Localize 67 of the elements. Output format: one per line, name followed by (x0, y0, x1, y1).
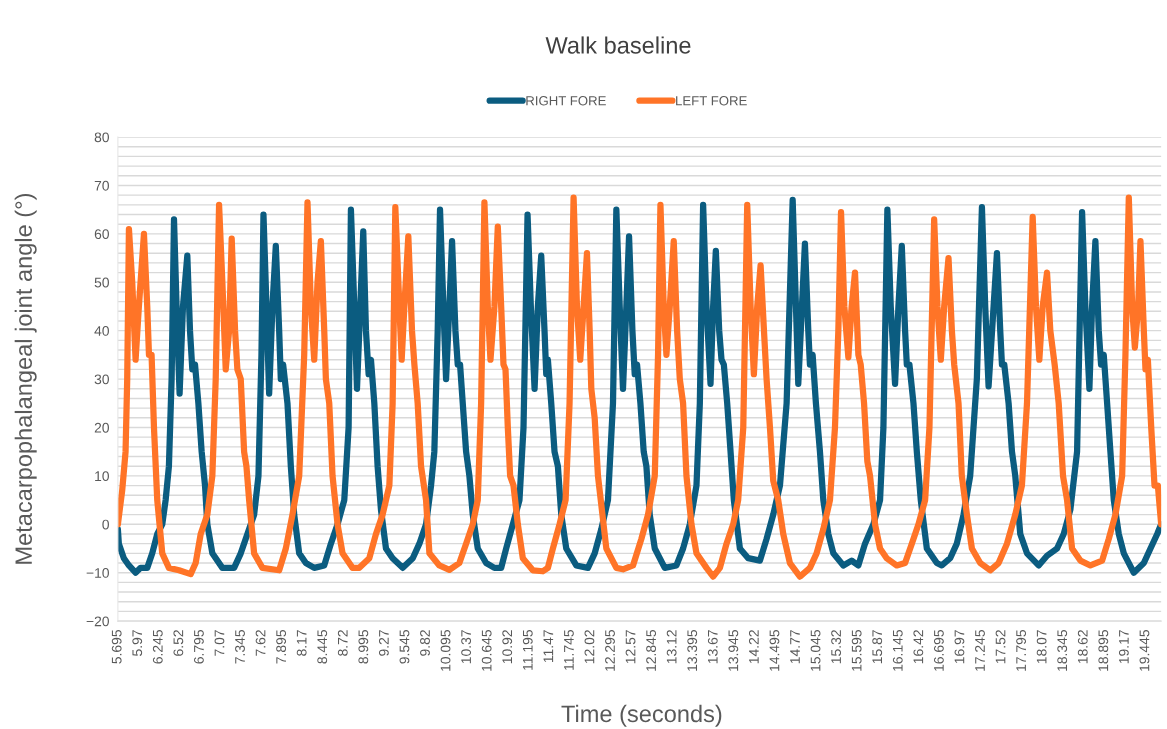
x-tick-label: 8.72 (337, 630, 348, 656)
x-tick-label: 7.07 (214, 630, 225, 656)
x-tick-label: 5.97 (132, 630, 143, 656)
x-tick-label: 12.295 (605, 630, 615, 671)
x-tick-label: 8.445 (317, 630, 328, 664)
legend-label: RIGHT FORE (526, 96, 606, 106)
x-tick-label: 14.495 (769, 630, 780, 671)
x-tick-label: 19.17 (1118, 630, 1129, 664)
x-tick-label: 19.445 (1139, 630, 1150, 671)
x-tick-label: 11.47 (543, 630, 554, 663)
x-tick-label: 13.945 (728, 630, 739, 671)
x-tick-label: 7.345 (235, 630, 245, 664)
x-tick-label: 17.795 (1016, 630, 1027, 671)
x-tick-label: 14.77 (790, 630, 800, 664)
x-tick-label: 6.245 (152, 630, 163, 664)
x-tick-label: 5.695 (111, 630, 122, 664)
chart-title: Walk baseline (545, 36, 691, 54)
y-tick-label: 40 (94, 326, 109, 336)
x-tick-label: 9.27 (378, 630, 389, 656)
x-tick-label: 16.97 (954, 630, 965, 664)
y-tick-label: 50 (94, 277, 109, 288)
x-tick-label: 18.62 (1077, 630, 1088, 664)
x-tick-label: 6.52 (173, 630, 184, 656)
x-tick-label: 13.67 (707, 630, 718, 664)
x-tick-label: 16.42 (913, 630, 924, 664)
x-tick-label: 9.82 (420, 630, 430, 656)
x-tick-label: 17.52 (995, 630, 1006, 664)
x-tick-label: 14.22 (748, 630, 759, 664)
x-tick-label: 12.845 (646, 630, 657, 671)
x-tick-label: 8.995 (358, 630, 369, 664)
x-tick-label: 11.745 (564, 630, 574, 670)
x-tick-label: 7.62 (255, 630, 266, 656)
x-tick-label: 13.12 (666, 630, 677, 664)
x-tick-label: 18.345 (1057, 630, 1068, 671)
y-tick-label: 30 (94, 374, 109, 385)
x-tick-label: 18.895 (1098, 630, 1109, 671)
x-tick-label: 10.095 (440, 630, 451, 671)
x-tick-label: 10.92 (502, 630, 513, 664)
y-tick-label: −10 (86, 568, 109, 578)
x-tick-label: 17.245 (975, 630, 985, 671)
x-tick-label: 6.795 (193, 630, 204, 664)
x-tick-label: 7.895 (276, 630, 287, 664)
x-tick-label: 10.37 (461, 630, 472, 664)
x-axis-title: Time (seconds) (561, 704, 722, 727)
x-tick-label: 16.695 (933, 630, 944, 671)
x-tick-label: 15.595 (851, 630, 862, 671)
y-tick-label: −20 (86, 616, 109, 627)
y-tick-label: 60 (94, 229, 109, 240)
y-tick-label: 70 (94, 180, 109, 191)
legend-label: LEFT FORE (676, 96, 747, 106)
y-tick-label: 20 (94, 422, 109, 433)
x-tick-label: 10.645 (481, 630, 492, 671)
y-tick-label: 80 (94, 132, 109, 143)
x-tick-label: 18.07 (1036, 630, 1047, 664)
x-tick-label: 15.87 (872, 630, 883, 664)
y-tick-label: 0 (102, 519, 109, 530)
y-axis-title: Metacarpophalangeal joint angle (°) (14, 194, 37, 564)
x-tick-label: 13.395 (687, 630, 698, 671)
x-tick-label: 8.17 (296, 630, 307, 656)
x-tick-label: 11.195 (522, 630, 533, 670)
y-tick-label: 10 (95, 471, 109, 482)
x-tick-label: 15.32 (831, 630, 842, 664)
x-tick-label: 12.02 (584, 630, 595, 664)
x-tick-label: 16.145 (892, 630, 903, 671)
x-tick-label: 9.545 (399, 630, 410, 664)
x-tick-label: 12.57 (625, 630, 636, 664)
x-tick-label: 15.045 (810, 630, 821, 671)
